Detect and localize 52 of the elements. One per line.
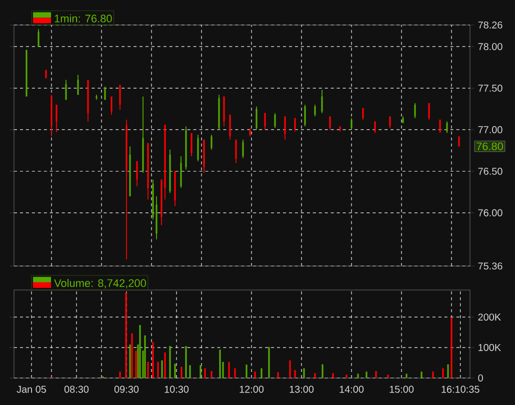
candlestick xyxy=(274,112,276,128)
y-tick-label: 76.50 xyxy=(478,168,502,175)
chart-title: 1min: 76.80 xyxy=(54,14,112,22)
candlestick xyxy=(190,132,192,157)
x-tick-label: 10:30 xyxy=(164,386,189,393)
y-tick-label: 78.26 xyxy=(478,21,502,29)
candlestick xyxy=(414,102,416,119)
annotation: 76.80 xyxy=(476,142,503,150)
candlestick xyxy=(294,118,296,132)
candlestick xyxy=(264,112,266,130)
x-tick-label: 14:00 xyxy=(340,386,364,393)
y-tick-label: 200K xyxy=(478,314,501,321)
candlestick xyxy=(119,84,121,110)
candlestick xyxy=(197,134,199,162)
candlestick xyxy=(65,79,67,100)
candlestick xyxy=(446,120,448,134)
y-tick-label: 77.50 xyxy=(478,84,502,92)
y-tick-label: 75.36 xyxy=(478,262,502,270)
x-tick-label: 16:10:35 xyxy=(442,386,480,393)
candlestick xyxy=(56,104,58,133)
chart-title: Volume: 8,742,200 xyxy=(54,278,146,288)
candlestick xyxy=(229,114,231,140)
x-tick-label: 15:00 xyxy=(390,386,414,393)
x-tick-label: 09:30 xyxy=(114,386,139,393)
y-tick-label: 78.00 xyxy=(478,43,502,50)
y-tick-label: 76.00 xyxy=(478,209,502,216)
candlestick xyxy=(439,119,441,134)
x-tick-label: 08:30 xyxy=(64,386,89,393)
y-tick-label: 100K xyxy=(478,344,501,352)
candlestick xyxy=(304,104,306,127)
candlestick xyxy=(428,102,430,120)
candlestick xyxy=(235,139,237,164)
candlestick xyxy=(104,86,106,100)
candlestick xyxy=(362,108,364,120)
y-tick-label: 77.00 xyxy=(478,126,502,134)
candlestick xyxy=(284,116,286,140)
candlestick xyxy=(180,156,182,188)
x-tick-label: 12:00 xyxy=(240,386,264,393)
candlestick xyxy=(321,89,323,114)
candlestick xyxy=(350,118,352,130)
candlestick xyxy=(256,106,258,130)
x-tick-label: Jan 05 xyxy=(16,386,46,393)
candlestick xyxy=(314,104,316,117)
candlestick xyxy=(136,160,138,187)
x-tick-label: 13:00 xyxy=(290,386,314,393)
candlestick xyxy=(110,96,112,116)
y-tick-label: 0 xyxy=(478,374,483,382)
candlestick xyxy=(38,28,40,48)
candlestick xyxy=(77,74,79,96)
candlestick xyxy=(329,116,331,130)
candlestick xyxy=(242,139,244,158)
candlestick xyxy=(210,134,212,150)
